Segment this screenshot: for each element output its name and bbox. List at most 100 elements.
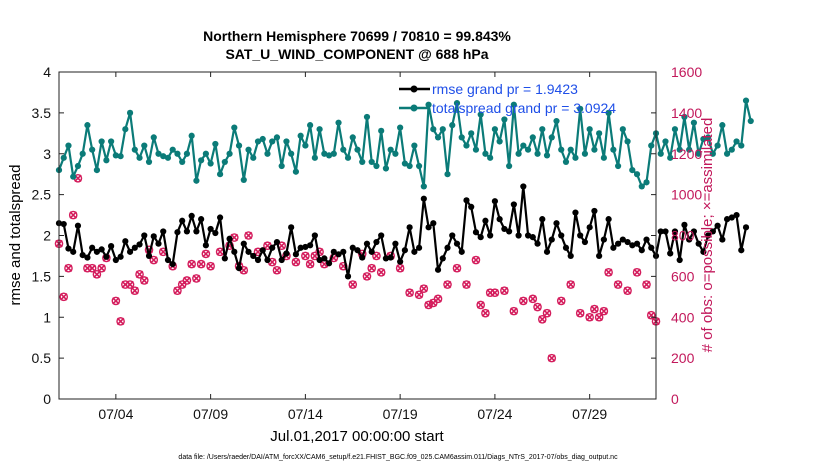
rmse-point [117, 253, 124, 260]
rmse-point [363, 240, 371, 247]
rmse-point [212, 229, 219, 237]
totalspread-point [141, 142, 148, 149]
rmse-point [591, 207, 598, 215]
totalspread-point [155, 150, 162, 157]
totalspread-point [728, 146, 735, 153]
obs-possible-point [130, 286, 140, 295]
totalspread-point [430, 126, 437, 133]
obs-assimilated-point [481, 309, 490, 317]
x-axis: 07/04 07/09 07/14 07/19 07/24 07/29 [98, 72, 607, 422]
obs-possible-point [111, 296, 121, 306]
rmse-point [733, 211, 740, 219]
totalspread-point [202, 150, 209, 157]
obs-possible-point [201, 249, 211, 259]
totalspread-point [131, 146, 138, 153]
totalspread-point [577, 105, 584, 112]
rmse-point [198, 216, 205, 223]
obs-possible-point [462, 280, 471, 289]
left-y-axis: 0 0.5 1 1.5 2 2.5 3 3.5 4 [32, 64, 64, 407]
rmse-point [577, 232, 584, 239]
totalspread-point [74, 162, 82, 170]
rmse-point [108, 243, 115, 250]
obs-assimilated-point [59, 293, 68, 301]
obs-assimilated-point [491, 288, 499, 297]
obs-possible-point [348, 280, 358, 289]
obs-possible-point [490, 288, 500, 298]
totalspread-point [705, 134, 712, 141]
rmse-point [567, 252, 574, 260]
obs-assimilated-point [69, 211, 77, 219]
obs-possible-point [594, 312, 604, 322]
obs-possible-point [613, 280, 623, 289]
totalspread-point [169, 146, 176, 153]
rmse-point [226, 235, 233, 242]
obs-possible-point [599, 306, 609, 316]
totalspread-point [264, 150, 271, 157]
totalspread-point [212, 140, 219, 148]
obs-assimilated-point [405, 288, 414, 297]
rmse-point [600, 236, 607, 243]
rmse-point [705, 232, 712, 239]
right-tick-label: 1000 [671, 187, 702, 203]
totalspread-point [676, 146, 683, 153]
obs-possible-point [590, 304, 599, 314]
totalspread-point [60, 154, 67, 161]
rmse-point [420, 195, 427, 202]
rmse-point [690, 228, 698, 235]
obs-possible-point [272, 265, 282, 275]
totalspread-point [311, 154, 318, 161]
obs-possible-point [481, 308, 490, 318]
totalspread-point [259, 135, 266, 143]
chart-title-line1: Northern Hemisphere 70699 / 70810 = 99.8… [203, 28, 511, 44]
right-tick-label: 1200 [671, 146, 702, 162]
obs-assimilated-point [64, 264, 73, 272]
totalspread-point [250, 154, 257, 161]
rmse-point [723, 216, 731, 223]
legend-spread-label: totalspread grand pr = 3.0924 [432, 100, 616, 116]
obs-possible-point [471, 255, 481, 265]
totalspread-point [657, 150, 664, 157]
totalspread-point [344, 154, 352, 161]
obs-possible-point [139, 276, 149, 285]
rmse-point [700, 248, 707, 255]
rmse-series-layer [55, 183, 750, 280]
rmse-point [297, 244, 304, 251]
rmse-point [487, 232, 494, 239]
totalspread-point [164, 154, 172, 161]
obs-possible-point [537, 314, 547, 324]
totalspread-point [529, 134, 536, 141]
totalspread-point [415, 162, 423, 170]
rmse-point [638, 247, 645, 254]
rmse-point [131, 244, 138, 251]
totalspread-point [183, 150, 191, 157]
obs-possible-point [196, 259, 206, 269]
obs-assimilated-point [363, 272, 371, 281]
rmse-point [633, 240, 641, 247]
obs-possible-point [362, 272, 372, 281]
totalspread-point [235, 142, 243, 149]
totalspread-point [434, 134, 442, 141]
spread-series-layer [55, 97, 754, 190]
totalspread-point [65, 142, 72, 149]
rmse-point [169, 261, 176, 268]
left-tick-label: 2.5 [32, 187, 52, 203]
totalspread-point [562, 158, 570, 166]
rmse-point [179, 217, 186, 224]
totalspread-point [254, 138, 262, 145]
totalspread-point [307, 122, 314, 129]
obs-assimilated-point [443, 280, 452, 289]
rmse-point [619, 236, 626, 243]
rmse-point [468, 203, 475, 210]
obs-assimilated-point [306, 260, 314, 268]
x-tick-label: 07/24 [477, 406, 512, 422]
obs-assimilated-point [472, 256, 480, 264]
totalspread-point [420, 183, 427, 190]
totalspread-point [240, 176, 247, 184]
rmse-point [406, 224, 413, 231]
rmse-point [709, 228, 716, 235]
rmse-point [335, 251, 342, 258]
rmse-point [610, 244, 617, 251]
obs-possible-point [173, 286, 182, 295]
obs-possible-point [97, 263, 106, 273]
totalspread-point [112, 152, 119, 159]
